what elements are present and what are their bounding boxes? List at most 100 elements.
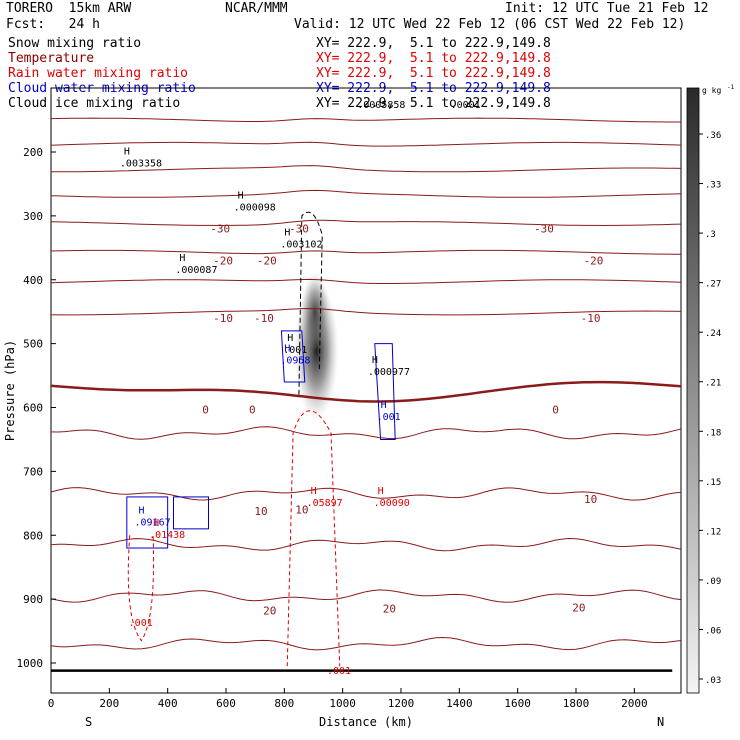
max-value-0: .003358 (120, 158, 162, 169)
legend-label-cloud-ice: Cloud ice mixing ratio (8, 96, 181, 111)
max-marker-6: H (372, 355, 378, 366)
rain-contour-left (127, 535, 155, 642)
colorbar-label-6: .21 (705, 379, 721, 389)
colorbar-unit-exponent: -1 (727, 84, 735, 91)
max-value-1: .000098 (234, 202, 276, 213)
x-tick-label-0: 0 (48, 697, 55, 710)
max-marker-0: H (124, 146, 130, 157)
x-axis-label: Distance (km) (319, 715, 413, 729)
temperature-label-12: 10 (254, 505, 267, 518)
colorbar-unit: g kg (702, 86, 721, 95)
x-tick-label-1000: 1000 (329, 697, 356, 710)
max-marker-4: H (287, 333, 293, 344)
max-value-8: .05897 (307, 498, 343, 509)
x-end-label-right: N (657, 715, 664, 729)
x-tick-label-1600: 1600 (504, 697, 531, 710)
x-tick-label-200: 200 (99, 697, 119, 710)
colorbar-label-0: .03 (705, 676, 721, 686)
x-tick-label-1200: 1200 (388, 697, 415, 710)
y-tick-label-500: 500 (23, 338, 43, 351)
temperature-label-6: -10 (213, 312, 233, 325)
x-tick-label-600: 600 (216, 697, 236, 710)
legend-xy-snow: XY= 222.9, 5.1 to 222.9,149.8 (316, 36, 551, 51)
temperature-label-9: 0 (202, 403, 209, 416)
y-tick-label-900: 900 (23, 593, 43, 606)
x-tick-label-2000: 2000 (621, 697, 648, 710)
max-marker-7: H (381, 400, 387, 411)
isotherm-25 (50, 636, 682, 651)
legend-label-snow: Snow mixing ratio (8, 36, 142, 51)
max-value-3: .000087 (175, 265, 217, 276)
y-tick-label-1000: 1000 (17, 657, 44, 670)
colorbar-label-7: .24 (705, 329, 721, 339)
temperature-label-3: -20 (213, 255, 233, 268)
max-value-4: .001 (283, 345, 307, 356)
valid-time: Valid: 12 UTC Wed 22 Feb 12 (06 CST Wed … (294, 17, 686, 32)
temperature-label-14: 10 (584, 493, 597, 506)
colorbar-label-9: .3 (705, 230, 716, 240)
max-value-13: .001 (327, 666, 351, 677)
y-tick-label-300: 300 (23, 210, 43, 223)
colorbar-label-4: .15 (705, 478, 721, 488)
center-title: NCAR/MMM (225, 1, 288, 16)
overlay-label-1: .0001 (451, 100, 481, 111)
isotherm-5 (50, 426, 682, 440)
max-marker-1: H (238, 190, 244, 201)
isotherm--35 (50, 141, 682, 147)
temperature-label-16: 20 (383, 603, 396, 616)
max-value-10: .09167 (135, 517, 171, 528)
isotherm--15 (50, 249, 681, 255)
isotherm-20 (50, 589, 682, 603)
colorbar-gradient (686, 87, 700, 694)
max-marker-11: H (153, 518, 159, 529)
isotherm--30 (51, 165, 682, 173)
overlay-label-0: .0005858 (357, 100, 405, 111)
colorbar-label-3: .12 (705, 527, 721, 537)
y-tick-label-600: 600 (23, 402, 43, 415)
max-marker-2: H (284, 227, 290, 238)
y-tick-label-200: 200 (23, 146, 43, 159)
max-value-9: .00090 (374, 498, 410, 509)
max-value-5: .0958 (280, 356, 310, 367)
max-value-7: .001 (377, 412, 401, 423)
colorbar-label-8: .27 (705, 280, 721, 290)
max-value-11: .01438 (149, 530, 185, 541)
colorbar-label-2: .09 (705, 577, 721, 587)
isotherm-10 (50, 487, 682, 501)
x-tick-label-400: 400 (158, 697, 178, 710)
colorbar-label-10: .33 (705, 181, 721, 191)
cloud-ice-contour (298, 211, 323, 395)
cloud-water-contour-left2 (173, 496, 209, 530)
rain-contour-main (286, 410, 341, 667)
isotherm-0 (50, 380, 682, 403)
y-tick-label-400: 400 (23, 274, 43, 287)
isotherm--5 (50, 307, 682, 316)
x-tick-label-1400: 1400 (446, 697, 473, 710)
temperature-label-5: -20 (584, 255, 604, 268)
max-marker-8: H (311, 486, 317, 497)
legend-xy-temperature: XY= 222.9, 5.1 to 222.9,149.8 (316, 51, 551, 66)
colorbar-label-1: .06 (705, 626, 721, 636)
temperature-label-2: -30 (534, 223, 554, 236)
colorbar-label-11: .36 (705, 131, 721, 141)
isotherm--20 (50, 219, 682, 227)
legend-xy-cloud-ice: XY= 222.9, 5.1 to 222.9,149.8 (316, 96, 551, 111)
temperature-label-13: 10 (295, 504, 308, 517)
temperature-label-1: -30 (289, 223, 309, 236)
temperature-label-17: 20 (572, 601, 585, 614)
temperature-label-7: -10 (254, 312, 274, 325)
legend-label-temperature: Temperature (8, 51, 95, 66)
y-axis-label: Pressure (hPa) (3, 340, 17, 441)
isotherm--10 (50, 278, 682, 284)
max-value-12: .001 (129, 618, 153, 629)
colorbar-label-5: .18 (705, 428, 721, 438)
max-marker-10: H (139, 505, 145, 516)
cloud-water-contour-left (126, 496, 169, 549)
init-time: Init: 12 UTC Tue 21 Feb 12 (505, 1, 709, 16)
temperature-label-0: -30 (210, 223, 230, 236)
legend-label-rain: Rain water mixing ratio (8, 66, 189, 81)
temperature-label-11: 0 (552, 403, 559, 416)
isotherm-15 (50, 537, 682, 552)
max-marker-5: H (284, 344, 290, 355)
